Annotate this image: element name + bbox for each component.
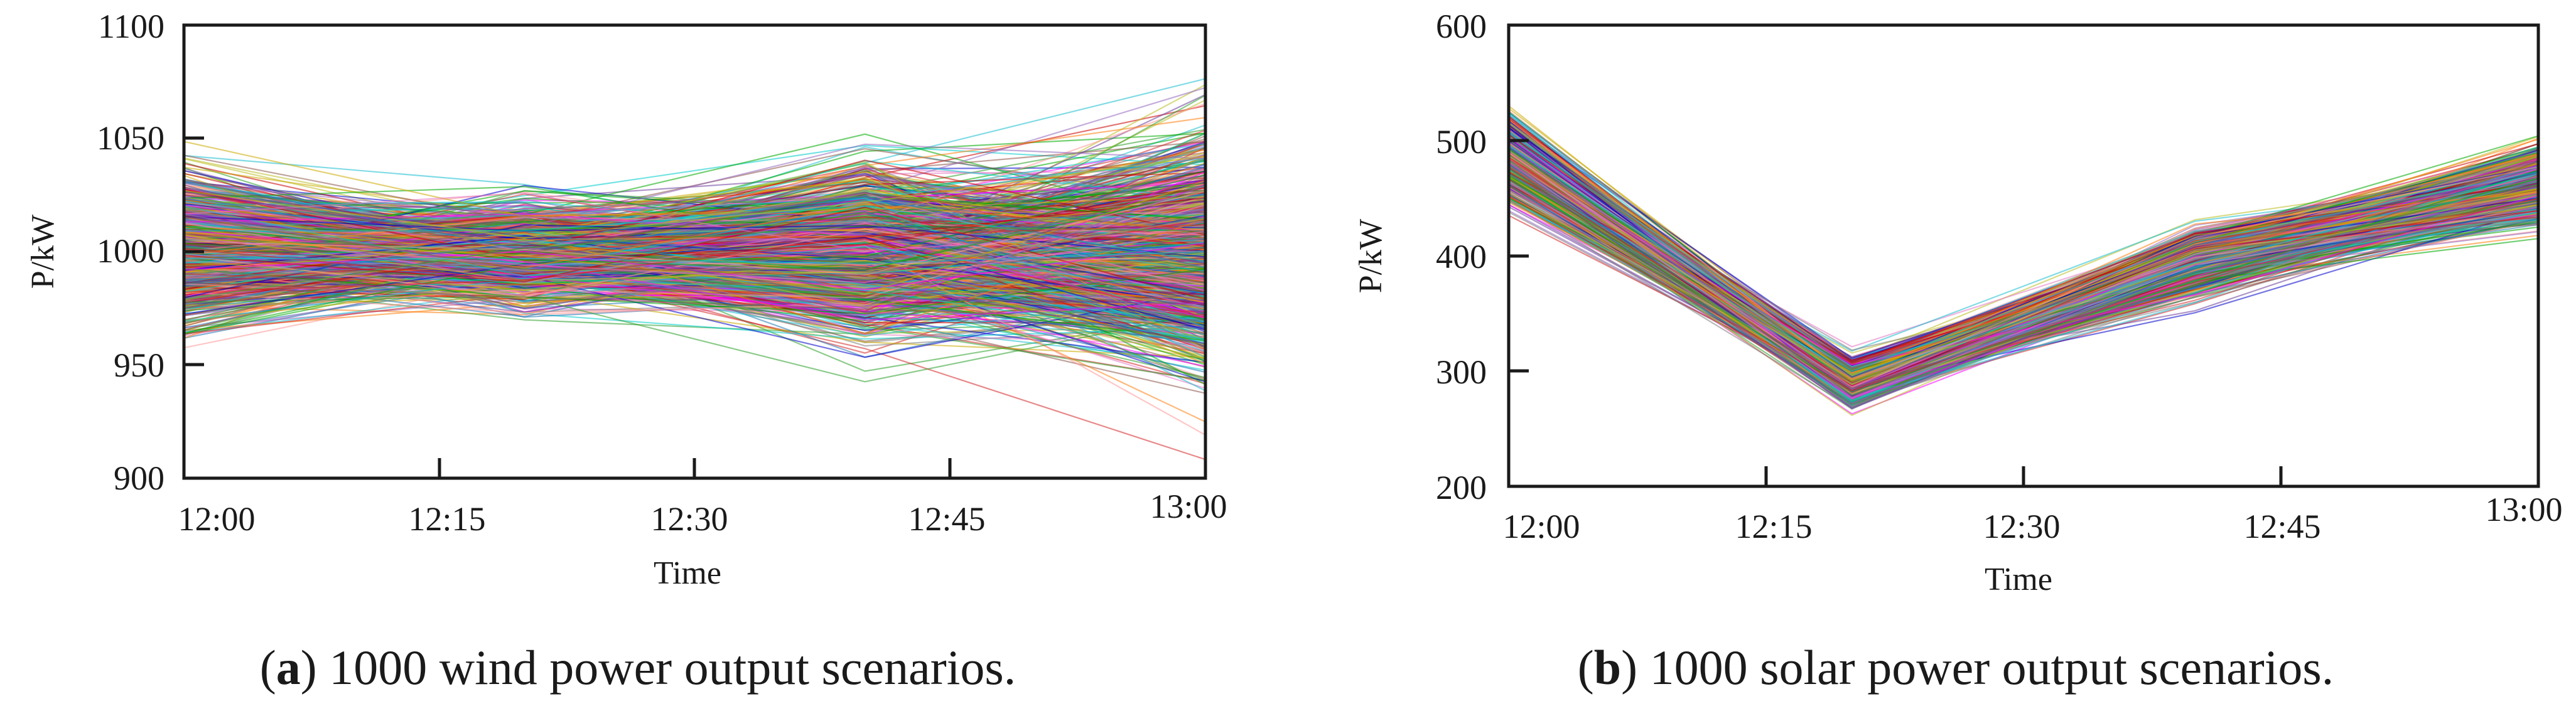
wind-scenario-line bbox=[184, 141, 1205, 217]
solar-x-tick-label: 12:30 bbox=[1983, 508, 2060, 545]
panel-a-wind-chart: 1100 1050 1000 950 900 12:00 12:15 12:30… bbox=[25, 8, 1227, 695]
wind-scenario-line bbox=[184, 217, 1205, 304]
solar-caption: (b) 1000 solar power output scenarios. bbox=[1578, 640, 2334, 695]
wind-y-tick-label: 1100 bbox=[98, 8, 164, 45]
wind-y-tick-label: 900 bbox=[114, 459, 164, 497]
solar-y-tick-label: 300 bbox=[1436, 353, 1487, 391]
wind-scenario-line bbox=[184, 277, 1205, 340]
wind-scenario-line bbox=[184, 250, 1205, 265]
wind-scenario-line bbox=[184, 155, 1205, 239]
wind-scenario-lines bbox=[184, 78, 1205, 461]
solar-y-tick-label: 500 bbox=[1436, 123, 1487, 161]
wind-x-axis-label: Time bbox=[654, 555, 721, 591]
wind-scenario-line bbox=[184, 238, 1205, 318]
wind-scenario-line bbox=[184, 230, 1205, 284]
solar-scenario-line bbox=[1509, 176, 2538, 377]
wind-scenario-line bbox=[184, 225, 1205, 301]
solar-scenario-line bbox=[1509, 144, 2538, 373]
solar-scenario-line bbox=[1509, 162, 2538, 366]
solar-x-tick-label: 13:00 bbox=[2485, 491, 2562, 528]
solar-y-tick-label: 200 bbox=[1436, 469, 1487, 506]
wind-scenario-line bbox=[184, 191, 1205, 305]
wind-scenario-line bbox=[184, 179, 1205, 294]
wind-scenario-line bbox=[184, 224, 1205, 282]
wind-x-ticks bbox=[182, 458, 952, 478]
solar-scenario-line bbox=[1509, 167, 2538, 396]
panel-b-solar-chart: 600 500 400 300 200 12:00 12:15 12:30 12… bbox=[1353, 8, 2563, 695]
wind-caption-letter: a bbox=[276, 640, 301, 695]
wind-scenario-line bbox=[184, 149, 1205, 256]
wind-scenario-line bbox=[184, 166, 1205, 271]
wind-x-tick-label: 12:00 bbox=[178, 500, 255, 538]
solar-scenario-line bbox=[1509, 161, 2538, 389]
wind-scenario-line bbox=[184, 237, 1205, 331]
wind-caption-text: 1000 wind power output scenarios. bbox=[317, 640, 1016, 695]
wind-scenario-line bbox=[184, 216, 1205, 258]
solar-x-tick-label: 12:00 bbox=[1502, 508, 1580, 545]
wind-y-tick-label: 950 bbox=[114, 346, 164, 384]
solar-scenario-line bbox=[1509, 145, 2538, 390]
solar-scenario-line bbox=[1509, 196, 2538, 392]
wind-scenario-line bbox=[184, 216, 1205, 270]
wind-caption: (a) 1000 wind power output scenarios. bbox=[260, 640, 1016, 695]
solar-y-ticks bbox=[1509, 139, 1529, 373]
wind-y-tick-label: 1000 bbox=[97, 232, 164, 270]
wind-x-tick-label: 12:30 bbox=[650, 500, 728, 538]
solar-x-axis-label: Time bbox=[1985, 562, 2052, 597]
wind-scenario-line bbox=[184, 268, 1205, 314]
solar-y-axis-label: P/kW bbox=[1353, 219, 1389, 293]
wind-x-tick-label: 12:45 bbox=[908, 500, 985, 538]
solar-caption-text: 1000 solar power output scenarios. bbox=[1637, 640, 2334, 695]
wind-x-tick-label: 13:00 bbox=[1150, 488, 1227, 525]
wind-scenario-line bbox=[184, 190, 1205, 276]
wind-scenario-line bbox=[184, 196, 1205, 260]
solar-scenario-line bbox=[1509, 159, 2538, 382]
solar-y-tick-label: 400 bbox=[1436, 238, 1487, 275]
wind-y-ticks bbox=[184, 136, 204, 366]
solar-scenario-lines bbox=[1509, 105, 2538, 417]
solar-x-tick-label: 12:15 bbox=[1735, 508, 1812, 545]
wind-scenario-line bbox=[184, 206, 1205, 300]
solar-scenario-line bbox=[1509, 167, 2538, 392]
solar-y-tick-label: 600 bbox=[1436, 8, 1487, 45]
solar-x-ticks bbox=[1507, 466, 2283, 486]
wind-scenario-line bbox=[184, 192, 1205, 252]
wind-x-tick-label: 12:15 bbox=[408, 500, 485, 538]
solar-caption-letter: b bbox=[1594, 640, 1621, 695]
solar-x-tick-label: 12:45 bbox=[2243, 508, 2320, 545]
wind-scenario-line bbox=[184, 154, 1205, 236]
wind-y-axis-label: P/kW bbox=[25, 215, 61, 289]
wind-y-tick-label: 1050 bbox=[97, 119, 164, 157]
